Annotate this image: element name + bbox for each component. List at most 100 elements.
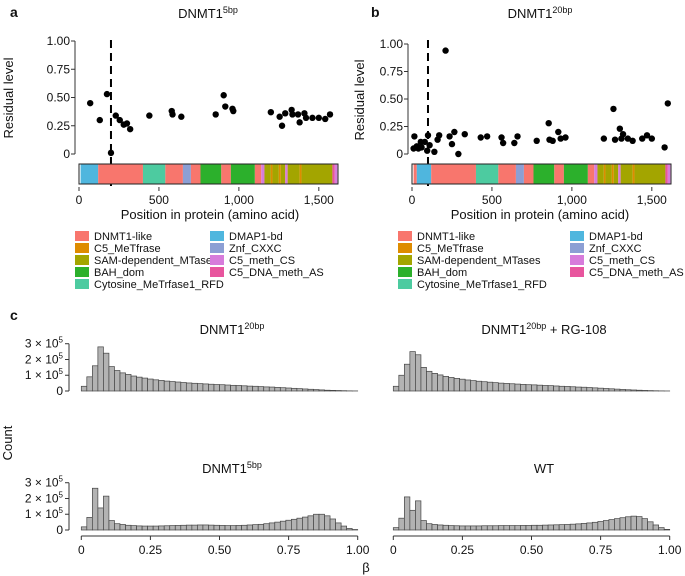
data-point <box>103 90 111 98</box>
legend-label: DMAP1-bd <box>229 231 283 243</box>
panel-a-xtick-label: 1,000 <box>224 193 254 207</box>
domain-segment <box>285 164 288 184</box>
histogram-bar <box>437 374 444 392</box>
histogram-bar <box>97 346 104 392</box>
panel-a-domain-bar <box>80 164 338 184</box>
histogram-bar <box>136 376 143 392</box>
histogram-bar <box>514 525 521 531</box>
domain-segment <box>221 164 231 184</box>
legend-label: SAM-dependent_MTases <box>94 255 218 267</box>
data-point <box>435 132 443 139</box>
histogram-bar <box>636 389 643 392</box>
legend-swatch <box>398 231 412 241</box>
legend-label: C5_MeTfrase <box>94 243 161 255</box>
domain-segment <box>620 164 633 184</box>
histogram-bar <box>486 525 494 531</box>
histogram-bar <box>398 517 405 531</box>
domain-segment <box>618 164 621 184</box>
domain-segment <box>332 164 335 184</box>
panel-b-ytick-label: 0 <box>396 147 403 161</box>
histogram-bar <box>464 525 472 531</box>
data-point <box>146 112 153 119</box>
histogram-bar <box>152 525 160 531</box>
histogram-bar <box>208 524 215 531</box>
data-point <box>639 135 646 142</box>
data-point <box>169 111 176 118</box>
histogram-bar <box>152 379 160 392</box>
histogram-bar <box>459 378 466 392</box>
histogram-bar <box>409 351 416 392</box>
data-point <box>629 137 636 144</box>
histogram-bar <box>426 370 433 392</box>
histogram-bar <box>141 525 148 531</box>
data-point <box>230 107 237 115</box>
panel-a-ytick-label: 0.25 <box>47 119 71 133</box>
data-point <box>557 135 564 142</box>
histogram-bar <box>475 380 483 392</box>
data-point <box>461 131 468 138</box>
histogram-bar <box>503 383 510 392</box>
domain-segment <box>254 164 262 184</box>
domain-segment <box>634 164 666 184</box>
histogram-bar <box>509 525 516 531</box>
histogram-bar <box>542 524 549 531</box>
data-point <box>302 114 310 122</box>
histogram-bar <box>174 381 182 392</box>
histogram-bar <box>431 524 438 531</box>
domain-segment <box>278 164 281 184</box>
histogram-bar <box>486 381 494 392</box>
histogram-bar <box>553 524 560 531</box>
data-point <box>448 140 456 148</box>
histogram-bar <box>268 522 276 531</box>
domain-segment <box>190 164 201 184</box>
histogram-bar <box>158 525 165 531</box>
data-point <box>178 113 185 120</box>
histogram-bar <box>481 525 488 531</box>
histogram-bar <box>274 387 281 392</box>
histogram-bar <box>580 386 588 392</box>
legend-swatch <box>75 267 89 277</box>
data-point <box>326 111 334 118</box>
histogram-bar <box>448 525 455 531</box>
panel-b-ytick-label: 0.25 <box>380 120 404 134</box>
histogram-bar <box>520 384 527 392</box>
domain-segment <box>603 164 606 184</box>
panel-a-xtick-label: 1,500 <box>304 193 334 207</box>
histogram-bar <box>641 390 648 392</box>
panel-a-points <box>86 90 334 157</box>
histogram-bar <box>603 388 610 392</box>
histogram-bar <box>268 386 276 392</box>
domain-segment <box>280 164 286 184</box>
domain-segment <box>665 164 668 184</box>
histogram-bar <box>525 525 532 531</box>
histogram-bar <box>103 495 110 531</box>
histogram-bar <box>274 521 281 531</box>
histogram-bar <box>119 524 126 531</box>
count-ytick-label: 1 × 105 <box>25 367 64 382</box>
histogram-bar <box>318 389 325 392</box>
domain-segment <box>611 164 614 184</box>
data-point <box>455 150 462 158</box>
domain-segment <box>261 164 265 184</box>
histogram-bar <box>163 380 171 392</box>
histogram-bar <box>103 352 110 392</box>
histogram-bar <box>652 524 660 531</box>
panel-b-xtick-label: 0 <box>409 193 416 207</box>
histogram-bar <box>219 525 226 531</box>
legend-label: BAH_dom <box>94 267 144 279</box>
data-point <box>418 144 425 151</box>
panel-b-xtick-label: 1,500 <box>637 193 667 207</box>
histogram-bar <box>630 515 637 531</box>
count-ytick-label: 1 × 105 <box>25 506 64 521</box>
histogram-bar <box>125 374 132 392</box>
histogram-bar <box>91 365 99 392</box>
data-point <box>294 111 302 118</box>
legend-label: C5_MeTfrase <box>417 243 484 255</box>
histogram-bar <box>614 388 621 392</box>
domain-segment <box>272 164 279 184</box>
histogram-bar <box>497 382 505 392</box>
panel-b-ytick-label: 0.50 <box>380 92 404 106</box>
domain-segment <box>230 164 255 184</box>
histogram-bar <box>630 389 637 392</box>
data-point <box>648 135 656 142</box>
